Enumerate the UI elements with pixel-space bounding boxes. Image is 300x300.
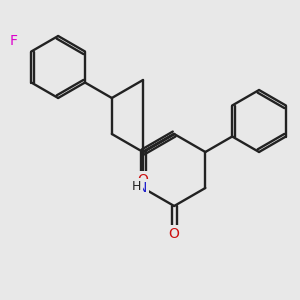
Text: O: O bbox=[138, 173, 148, 187]
Text: O: O bbox=[169, 227, 180, 241]
Text: H: H bbox=[132, 180, 142, 193]
Text: F: F bbox=[10, 34, 18, 48]
Text: N: N bbox=[137, 182, 147, 196]
